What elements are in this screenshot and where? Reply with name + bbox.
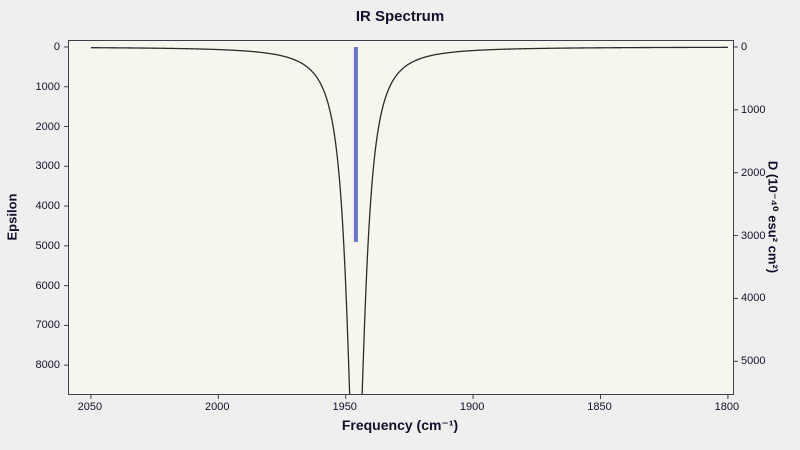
plot-area bbox=[64, 40, 738, 399]
right-axis-tick-label: 2000 bbox=[741, 166, 766, 179]
left-axis-tick-label: 3000 bbox=[35, 160, 60, 173]
right-axis-tick-label: 4000 bbox=[741, 292, 766, 305]
left-axis-tick-label: 8000 bbox=[35, 359, 60, 372]
x-axis-tick-label: 1850 bbox=[587, 401, 612, 413]
left-axis-tick-label: 6000 bbox=[35, 279, 60, 292]
chart-title: IR Spectrum bbox=[355, 8, 445, 25]
left-axis-tick-label: 1000 bbox=[35, 80, 60, 93]
right-axis-tick-label: 0 bbox=[741, 40, 748, 53]
left-axis-tick-label: 4000 bbox=[35, 200, 60, 213]
left-axis-tick-label: 7000 bbox=[35, 319, 60, 332]
y-axis-label-right: D (10⁻⁴⁰ esu² cm²) bbox=[765, 160, 781, 274]
x-axis-tick-label: 2050 bbox=[77, 401, 103, 413]
x-axis-tick-label: 2000 bbox=[205, 401, 230, 413]
epsilon-curve bbox=[90, 46, 728, 394]
x-axis-tick-label: 1950 bbox=[332, 401, 357, 413]
left-axis-tick-label: 0 bbox=[53, 40, 60, 53]
x-axis-label: Frequency (cm⁻¹) bbox=[341, 417, 459, 433]
left-axis-tick-label: 2000 bbox=[35, 120, 60, 133]
right-axis-tick-label: 3000 bbox=[741, 229, 766, 242]
x-axis-tick-label: 1800 bbox=[714, 401, 740, 413]
x-axis-tick-label: 1900 bbox=[459, 401, 485, 413]
plot-canvas bbox=[64, 46, 738, 399]
right-axis-tick-label: 5000 bbox=[741, 355, 766, 368]
right-axis-tick-label: 1000 bbox=[741, 103, 766, 116]
left-axis-tick-label: 5000 bbox=[35, 239, 60, 252]
